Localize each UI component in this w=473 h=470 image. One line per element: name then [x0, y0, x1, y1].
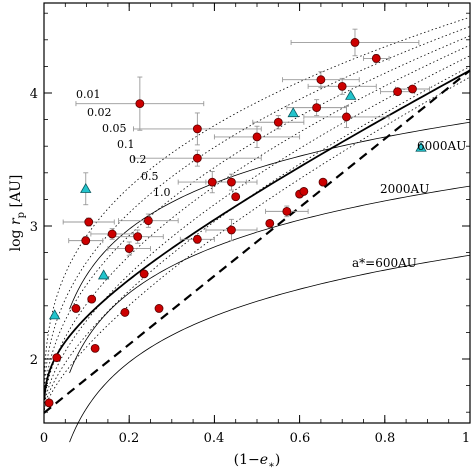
- a-star-label-600: a*=600AU: [352, 256, 417, 270]
- red-circle-point: [337, 81, 347, 91]
- y-tick-labels: 2 3 4: [30, 87, 38, 368]
- red-circle-point: [139, 269, 149, 279]
- red-circle-point: [408, 84, 417, 94]
- red-circle-point: [350, 38, 360, 47]
- red-circle-point: [342, 112, 351, 122]
- red-circle-point: [393, 87, 402, 97]
- red-circle-point: [192, 124, 202, 134]
- red-circle-point: [192, 234, 202, 244]
- red-circle-point: [90, 343, 100, 353]
- cyan-triangle-point: [287, 107, 299, 118]
- x-tick-labels: 0 0.2 0.4 0.6 0.8 1: [40, 431, 470, 446]
- dotted-curve: [43, 26, 471, 392]
- cyan-triangle-point: [48, 309, 61, 320]
- cyan-triangle-point: [97, 269, 110, 280]
- x-tick-label: 0.6: [290, 431, 311, 446]
- cyan-triangle-point: [80, 182, 92, 193]
- a-star-6000-curve: [69, 121, 471, 310]
- a-star-label-6000: 6000AU: [417, 139, 466, 153]
- y-tick-label: 4: [30, 87, 38, 102]
- dotted-label-0: 0.01: [76, 88, 101, 101]
- dotted-label-3: 0.1: [117, 138, 135, 151]
- x-tick-label: 0.8: [375, 431, 396, 446]
- x-tick-label: 0.2: [119, 431, 140, 446]
- red-circle-point: [231, 192, 241, 202]
- x-tick-label: 0: [40, 431, 48, 446]
- y-tick-label: 3: [30, 220, 38, 235]
- red-circle-point: [133, 232, 143, 242]
- red-circle-point: [107, 229, 117, 239]
- red-circle-point: [44, 398, 54, 408]
- red-circle-point: [52, 353, 62, 363]
- dotted-label-1: 0.02: [87, 106, 112, 119]
- a-star-2000-curve: [69, 185, 471, 374]
- dotted-curve: [43, 16, 471, 380]
- red-circle-point: [207, 177, 217, 187]
- dotted-label-4: 0.2: [129, 153, 147, 166]
- red-circle-point: [87, 294, 97, 304]
- red-circle-point: [371, 54, 381, 63]
- red-circle-point: [154, 304, 164, 313]
- red-circle-point: [273, 117, 283, 127]
- cyan-triangle-point: [345, 89, 357, 100]
- axis-ticks: [43, 3, 471, 423]
- red-circle-point: [135, 99, 145, 109]
- x-tick-label: 1: [462, 431, 470, 446]
- red-circle-point: [312, 103, 322, 113]
- dashed-boundary-line: [43, 69, 471, 414]
- plot-frame: [43, 2, 471, 424]
- red-circle-point: [71, 304, 81, 313]
- red-circle-point: [316, 75, 326, 85]
- a-star-curve-labels: 6000AU 2000AU a*=600AU: [352, 139, 466, 270]
- red-circle-point: [227, 177, 236, 187]
- red-circle-point: [124, 244, 134, 254]
- red-circle-point: [227, 225, 236, 235]
- dotted-curve: [43, 44, 471, 404]
- dotted-curve-labels: 0.01 0.02 0.05 0.1 0.2 0.5 1.0: [76, 88, 171, 199]
- red-circle-point: [282, 206, 292, 216]
- red-circle-point: [143, 216, 153, 226]
- dotted-curve: [43, 55, 471, 407]
- dotted-label-2: 0.05: [102, 122, 127, 135]
- a-star-label-2000: 2000AU: [380, 182, 429, 196]
- red-circle-point: [81, 236, 91, 246]
- y-tick-label: 2: [30, 353, 38, 368]
- red-circle-point: [192, 153, 202, 163]
- y-axis-title: log rp [AU]: [8, 175, 27, 252]
- x-tick-label: 0.4: [204, 431, 225, 446]
- red-circle-point: [252, 132, 262, 142]
- red-circle-point: [84, 217, 94, 227]
- red-circle-point: [318, 177, 328, 187]
- dotted-curve: [43, 66, 471, 409]
- red-circle-point: [120, 308, 130, 317]
- red-circle-point: [299, 187, 309, 196]
- dotted-label-5: 0.5: [141, 170, 159, 183]
- a-star-600-curve: [69, 254, 471, 443]
- dotted-curve: [43, 76, 471, 411]
- x-axis-title: (1−e∗): [234, 452, 281, 470]
- data-points: [44, 38, 427, 408]
- dotted-curve: [43, 35, 471, 400]
- dotted-label-6: 1.0: [153, 186, 171, 199]
- red-circle-point: [265, 218, 275, 228]
- cyan-triangle-point: [415, 141, 427, 152]
